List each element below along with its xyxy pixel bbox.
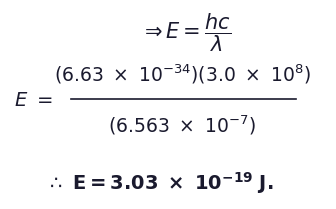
Text: $(6.63\ \times\ 10^{-34})(3.0\ \times\ 10^{8})$: $(6.63\ \times\ 10^{-34})(3.0\ \times\ 1…	[53, 63, 310, 86]
Text: $\Rightarrow E = \dfrac{hc}{\lambda}$: $\Rightarrow E = \dfrac{hc}{\lambda}$	[139, 11, 231, 54]
Text: $\therefore\ \mathbf{E = 3.03\ \times\ 10^{-19}\ J.}$: $\therefore\ \mathbf{E = 3.03\ \times\ 1…	[46, 170, 274, 196]
Text: $E\ =$: $E\ =$	[14, 91, 53, 110]
Text: $(6.563\ \times\ 10^{-7})$: $(6.563\ \times\ 10^{-7})$	[108, 113, 256, 137]
